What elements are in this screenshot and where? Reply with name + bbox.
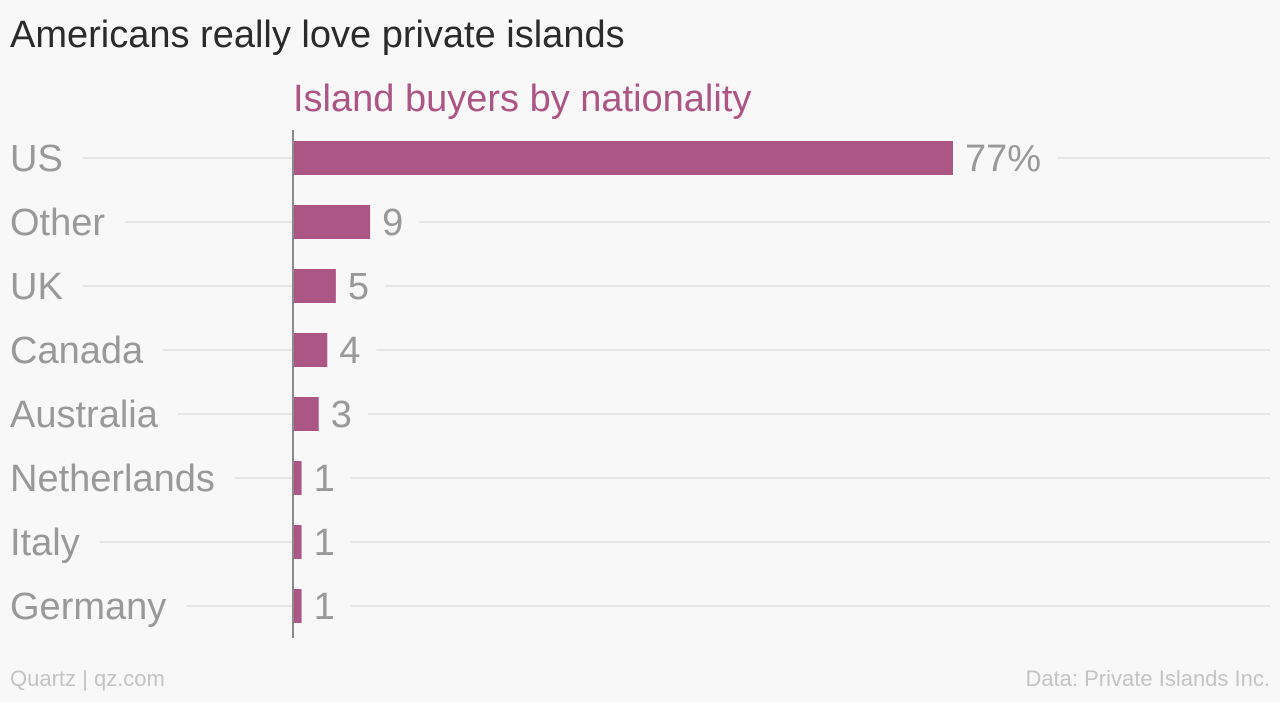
bar-netherlands xyxy=(293,461,302,495)
value-label: 1 xyxy=(314,522,335,564)
bar-australia xyxy=(293,397,319,431)
category-label: UK xyxy=(10,266,63,308)
category-label: US xyxy=(10,138,63,180)
category-label: Italy xyxy=(10,522,80,564)
footer-source: Data: Private Islands Inc. xyxy=(1025,666,1270,691)
chart-title: Americans really love private islands xyxy=(10,14,625,56)
value-label: 3 xyxy=(331,394,352,436)
value-label: 5 xyxy=(348,266,369,308)
bar-chart: US 77% Other 9 UK 5 Canada 4 Australia 3 Netherlan… xyxy=(10,130,1270,638)
bar-uk xyxy=(293,269,336,303)
value-label: 77% xyxy=(965,138,1041,180)
bar-other xyxy=(293,205,371,239)
value-label: 4 xyxy=(339,330,360,372)
category-label: Other xyxy=(10,202,105,244)
bar-germany xyxy=(293,589,302,623)
value-label: 1 xyxy=(314,586,335,628)
value-label: 1 xyxy=(314,458,335,500)
bar-canada xyxy=(293,333,328,367)
category-label: Australia xyxy=(10,394,159,436)
category-label: Canada xyxy=(10,330,144,372)
chart-subtitle: Island buyers by nationality xyxy=(293,78,752,120)
value-label: 9 xyxy=(382,202,403,244)
category-label: Germany xyxy=(10,586,166,628)
footer-credit: Quartz | qz.com xyxy=(10,666,165,691)
category-label: Netherlands xyxy=(10,458,215,500)
bar-us xyxy=(293,141,953,175)
bar-italy xyxy=(293,525,302,559)
